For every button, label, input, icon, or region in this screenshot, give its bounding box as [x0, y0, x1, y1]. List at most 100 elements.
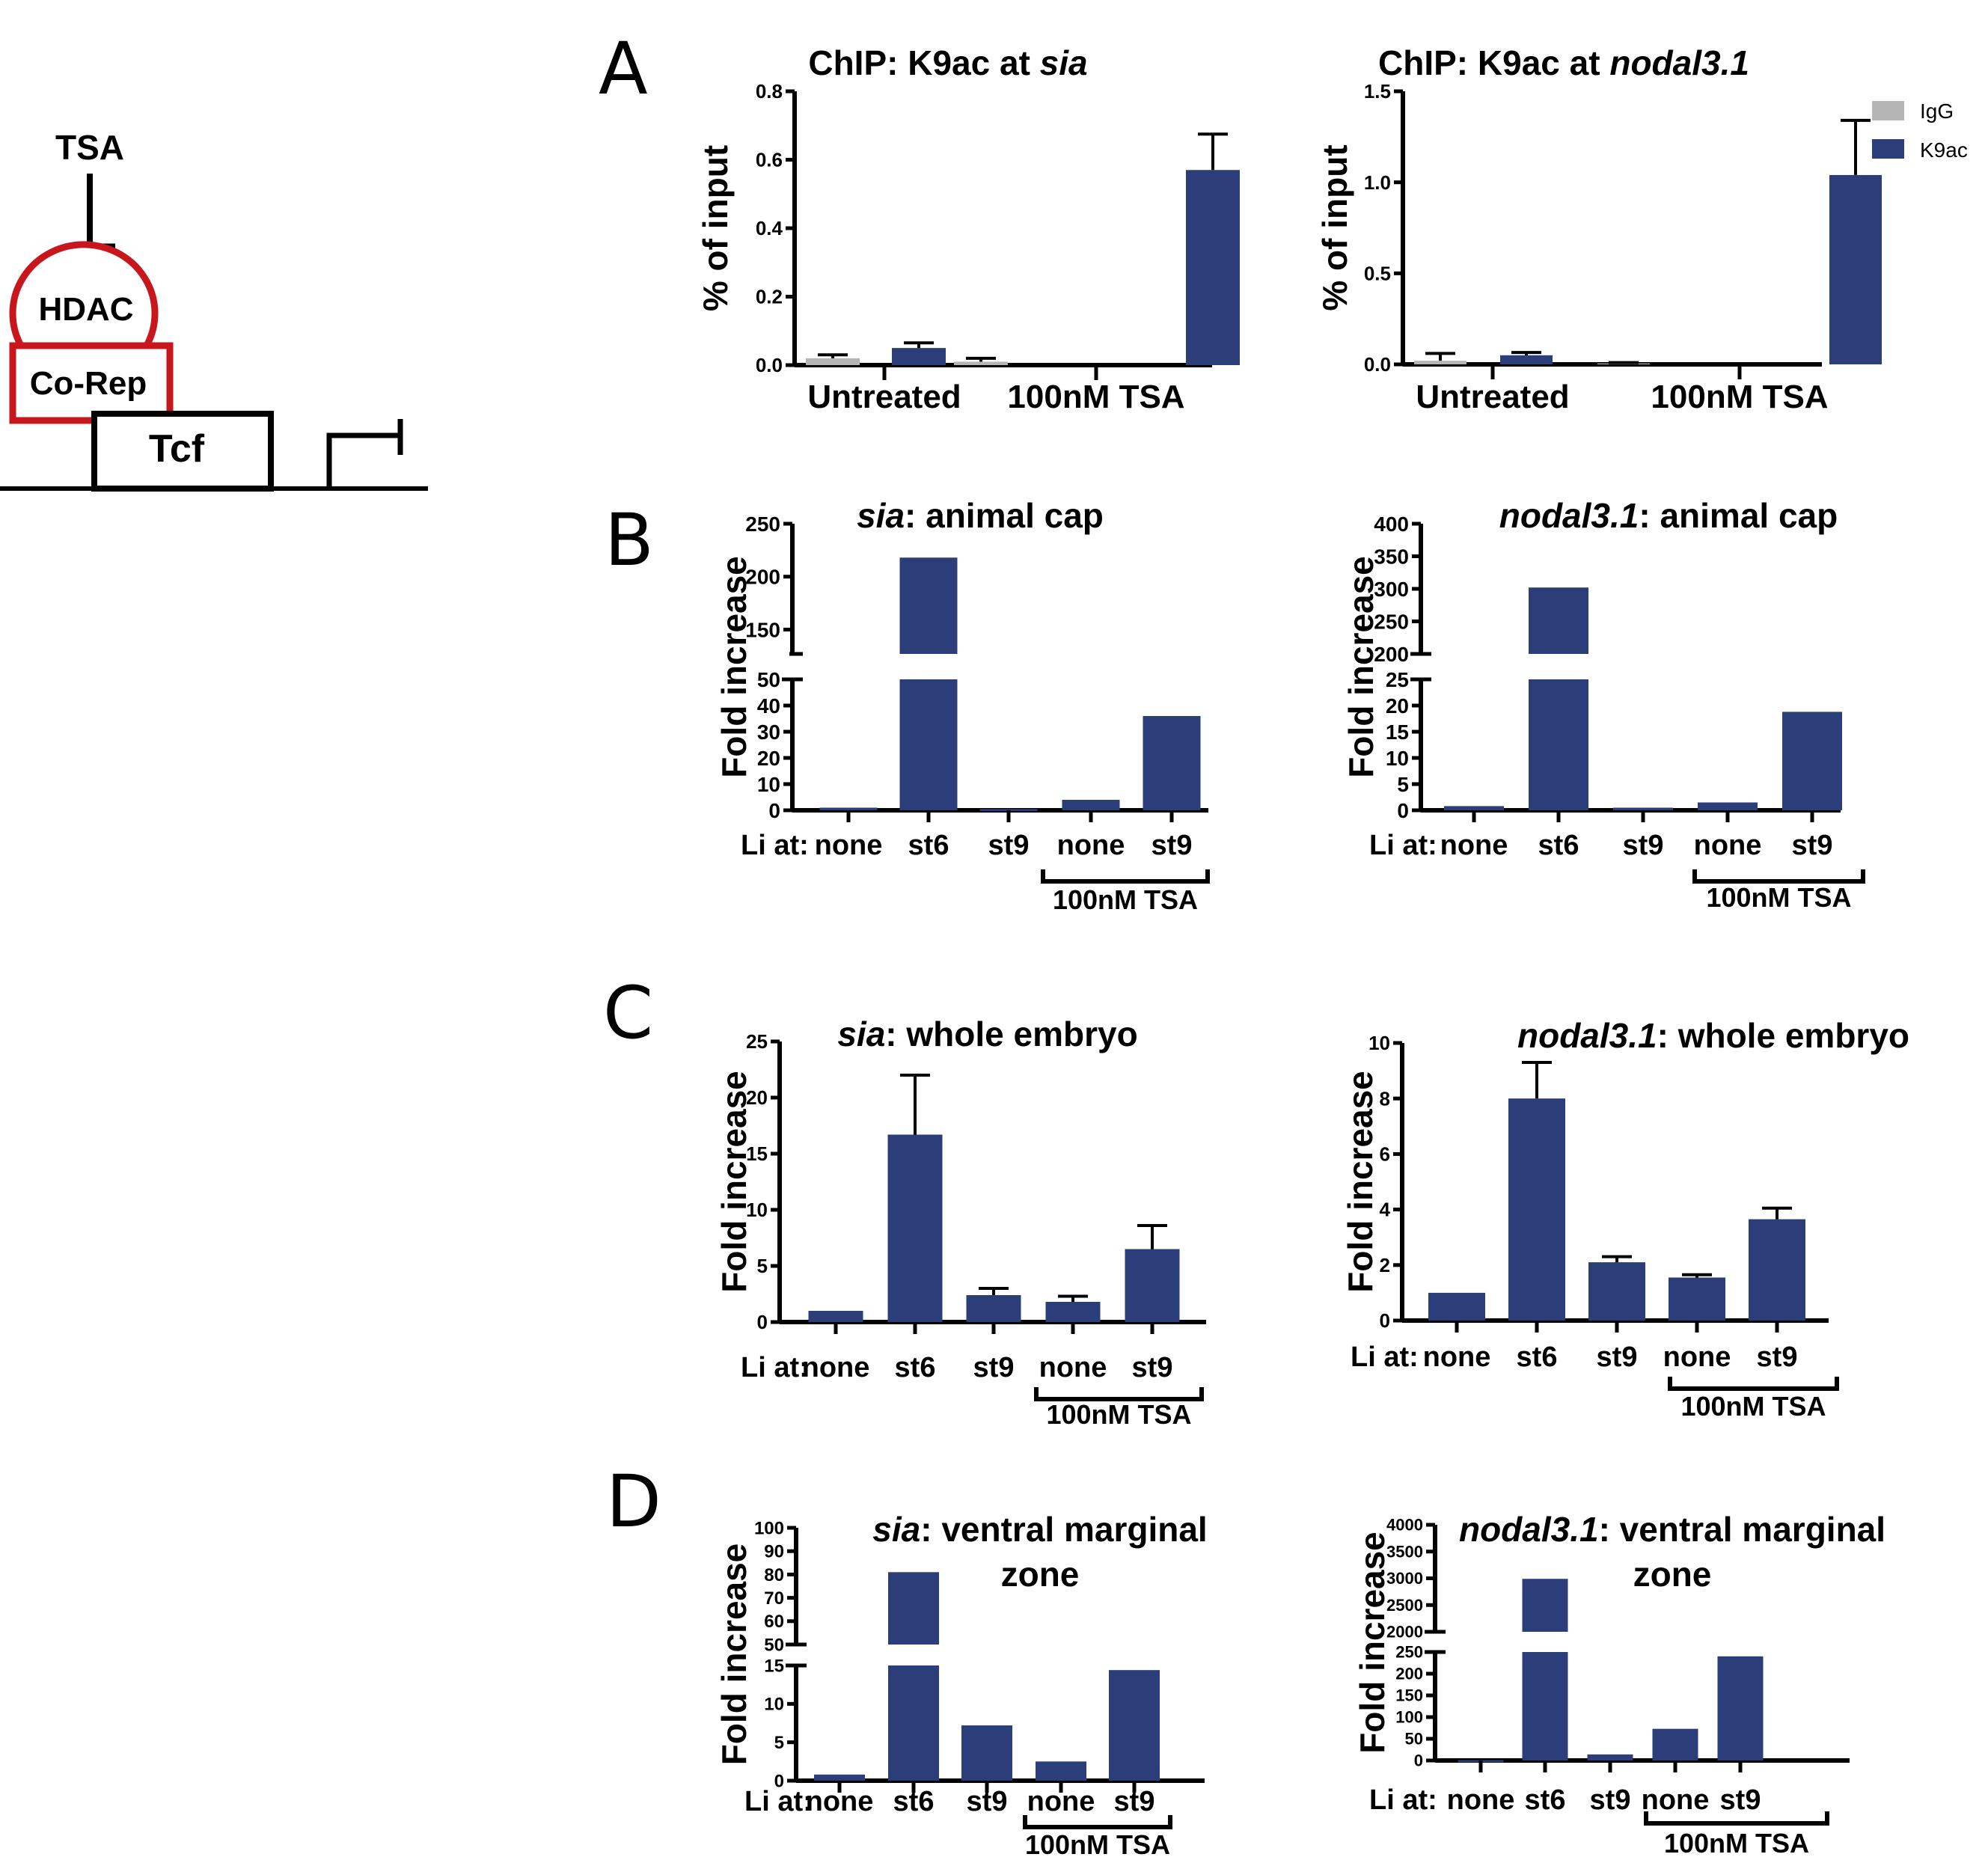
x-tick-label: st9: [967, 1786, 1008, 1817]
bar: [1508, 1098, 1565, 1321]
title-gene: sia: [857, 496, 905, 535]
y-axis-label: % of input: [1315, 144, 1354, 310]
y-tick-label: 2: [1380, 1254, 1390, 1276]
chart-title: sia: whole embryo: [837, 1015, 1137, 1053]
x-tick-label: st9: [988, 830, 1030, 861]
tsa-bracket-label: 100nM TSA: [1053, 884, 1198, 915]
y-tick-label: 40: [757, 694, 780, 718]
y-axis-label: Fold increase: [715, 556, 753, 778]
tcf-label: Tcf: [149, 427, 205, 471]
x-prefix-label: Li at:: [1351, 1342, 1419, 1373]
bar: [1428, 1292, 1485, 1321]
bar: [1669, 1277, 1725, 1321]
x-tick-label: st9: [1590, 1784, 1631, 1816]
tsa-bracket: [1034, 1387, 1204, 1401]
chart-title: nodal3.1: animal cap: [1499, 496, 1838, 535]
title-suffix: : whole embryo: [885, 1015, 1137, 1053]
bar: [1698, 802, 1758, 810]
y-tick-label: 5: [757, 1255, 768, 1277]
y-tick-label: 10: [757, 773, 780, 796]
y-tick-label: 150: [745, 618, 780, 641]
y-tick-label: 10: [746, 1199, 768, 1221]
x-tick-label: st6: [908, 830, 949, 861]
bar: [966, 1295, 1021, 1322]
y-tick-label: 0.2: [756, 286, 783, 308]
bar-upper-segment: [899, 557, 958, 654]
x-tick-label: none: [1642, 1784, 1710, 1816]
title-prefix: ChIP: K9ac at: [1378, 43, 1609, 82]
title-gene: sia: [872, 1510, 920, 1549]
chart-b-nodal: nodal3.1: animal cap 200 250 300 350 400 0 5 10 1…: [1342, 496, 1865, 913]
y-tick-label: 25: [1386, 668, 1409, 691]
x-tick-label: st9: [973, 1352, 1015, 1383]
y-tick-label: 1.0: [1364, 171, 1391, 194]
bar: [819, 807, 878, 810]
tcf-repression-schematic: TSA HDAC Co-Rep Tcf: [0, 128, 428, 492]
x-tick-label: st9: [1132, 1352, 1173, 1383]
y-tick-label: 0.5: [1364, 262, 1391, 284]
y-tick-label: 15: [764, 1656, 784, 1676]
x-tick-label: st9: [1757, 1342, 1798, 1373]
bar: [1036, 1761, 1086, 1781]
legend-label-igg: IgG: [1920, 100, 1954, 123]
y-tick-label: 400: [1374, 513, 1409, 536]
title-gene: sia: [837, 1015, 885, 1053]
bar: [1109, 1670, 1160, 1781]
y-tick-label: 15: [1386, 721, 1409, 744]
chart-title-line2: zone: [1001, 1555, 1080, 1594]
x-prefix-label: Li at:: [1369, 830, 1437, 861]
title-gene: nodal3.1: [1517, 1016, 1657, 1055]
title-gene: sia: [1040, 43, 1088, 82]
y-tick-label: 8: [1380, 1087, 1390, 1110]
y-tick-label: 50: [757, 668, 780, 691]
y-tick-label: 10: [1368, 1032, 1390, 1054]
y-tick-label: 30: [757, 721, 780, 744]
y-tick-label: 60: [764, 1612, 784, 1632]
chart-title-line2: zone: [1633, 1555, 1712, 1594]
bar: [961, 1725, 1012, 1781]
y-tick-label: 0: [1414, 1752, 1423, 1770]
bar: [1588, 1262, 1645, 1321]
x-tick-label: st9: [1597, 1342, 1638, 1373]
tcf-box: [91, 411, 274, 492]
x-tick-label: none: [1447, 1784, 1515, 1816]
bar-upper-segment: [1522, 1579, 1568, 1632]
y-tick-label: 0.8: [756, 80, 783, 103]
x-tick-label: none: [815, 830, 883, 861]
chart-c-sia: sia: whole embryo 0 5 10 15 20 25 Fold increase…: [715, 1015, 1206, 1430]
bar: [1062, 800, 1120, 810]
corepressor-label: Co-Rep: [30, 365, 147, 402]
bar: [1717, 1656, 1764, 1760]
y-tick-label: 4000: [1386, 1516, 1423, 1535]
y-tick-label: 100: [754, 1518, 784, 1538]
bar-upper-segment: [888, 1572, 939, 1645]
y-tick-label: 250: [1395, 1643, 1423, 1662]
chart-c-nodal: nodal3.1: whole embryo 0 2 4 6 8 10 Fold increa…: [1341, 1016, 1909, 1422]
chart-d-nodal: nodal3.1: ventral marginalzone2000250030…: [1353, 1510, 1885, 1859]
x-tick-label: none: [1694, 830, 1762, 861]
bar-k9ac: [1829, 174, 1882, 364]
y-tick-label: 100: [1395, 1708, 1423, 1727]
legend-label-k9ac: K9ac: [1920, 138, 1968, 162]
bar: [1125, 1249, 1180, 1322]
x-tick-label: none: [1057, 830, 1125, 861]
bar: [1045, 1302, 1101, 1322]
title-suffix: : animal cap: [905, 496, 1104, 535]
x-prefix-label: Li at:: [1369, 1784, 1437, 1816]
y-tick-label: 200: [1374, 643, 1409, 666]
y-tick-label: 0: [1397, 799, 1409, 822]
y-tick-label: 25: [746, 1030, 768, 1053]
bar: [1444, 806, 1504, 810]
tsa-bracket: [1692, 869, 1865, 884]
title-suffix: : animal cap: [1639, 496, 1838, 535]
charts: ChIP: K9ac at sia 0.0 0.2 0.4 0.6 0.8 % of inp…: [696, 43, 1909, 1860]
y-axis-label: % of input: [696, 145, 735, 311]
y-tick-label: 5: [774, 1733, 784, 1753]
x-tick-label: none: [1663, 1342, 1731, 1373]
y-axis-label: Fold increase: [1342, 556, 1380, 778]
y-tick-label: 150: [1395, 1686, 1423, 1705]
bar-igg: [1414, 361, 1466, 364]
y-tick-label: 300: [1374, 578, 1409, 601]
x-tick-label: none: [806, 1786, 874, 1817]
bar: [979, 809, 1038, 812]
